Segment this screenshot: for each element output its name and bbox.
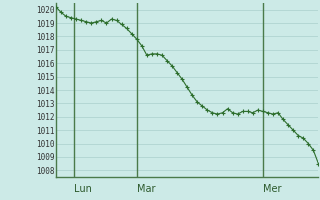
Text: Mer: Mer [263, 184, 282, 194]
Text: Lun: Lun [74, 184, 92, 194]
Text: Mar: Mar [137, 184, 156, 194]
